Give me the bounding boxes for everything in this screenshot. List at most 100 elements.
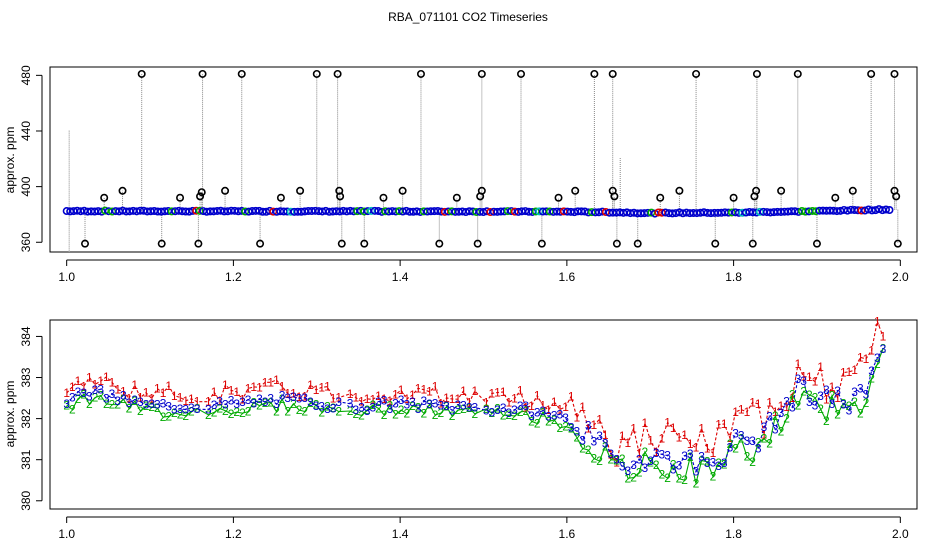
series-2-marker: 2 (517, 405, 524, 419)
series-3-marker: 3 (182, 403, 189, 417)
series-1-marker: 1 (369, 392, 376, 406)
bottom-y-tick-label: 384 (19, 326, 33, 346)
series-3-marker: 3 (245, 393, 252, 407)
bottom-x-tick-label: 1.8 (725, 527, 742, 540)
series-3-marker: 3 (466, 401, 473, 415)
top-plot-frame (49, 66, 918, 253)
series-1-marker: 1 (772, 405, 779, 419)
series-2-marker: 2 (710, 469, 717, 483)
series-3-marker: 3 (568, 421, 575, 435)
series-3-marker: 3 (755, 441, 762, 455)
series-1-marker: 1 (103, 370, 110, 384)
series-2-marker: 2 (273, 405, 280, 419)
bottom-x-axis: 1.0 1.2 1.4 1.6 1.8 2.0 (58, 516, 909, 540)
series-2-marker: 2 (585, 443, 592, 457)
series-1-marker: 1 (449, 392, 456, 406)
series-2-marker: 2 (591, 451, 598, 465)
series-1-marker: 1 (568, 389, 575, 403)
series-2-marker: 2 (307, 396, 314, 410)
bottom-plot-frame (49, 319, 918, 510)
series-1-marker: 1 (386, 394, 393, 408)
series-1-marker: 1 (262, 375, 269, 389)
baseline-point (881, 205, 890, 214)
bottom-y-tick-label: 382 (19, 408, 33, 428)
series-3-marker: 3 (494, 403, 501, 417)
series-3-marker: 3 (789, 400, 796, 414)
series-3-marker: 3 (256, 392, 263, 406)
series-3-marker: 3 (511, 403, 518, 417)
series-3-marker: 3 (557, 407, 564, 421)
series-2-marker: 2 (868, 372, 875, 386)
top-y-tick-label: 440 (19, 121, 33, 141)
series-1-marker: 1 (267, 375, 274, 389)
series-2-marker: 2 (216, 401, 223, 415)
series-1-marker: 1 (500, 385, 507, 399)
series-1-marker: 1 (602, 428, 609, 442)
outlier-mid-point (176, 193, 185, 202)
series-3-marker: 3 (313, 399, 320, 413)
series-3-marker: 3 (375, 395, 382, 409)
outlier-low-point (633, 239, 642, 248)
series-2-marker: 2 (103, 397, 110, 411)
series-3-marker: 3 (160, 396, 167, 410)
top-x-tick-label: 1.4 (392, 270, 409, 284)
series-2-marker: 2 (534, 417, 541, 431)
top-y-tick-label: 400 (19, 176, 33, 196)
series-1-marker: 1 (250, 380, 257, 394)
series-3-marker: 3 (460, 398, 467, 412)
outlier-low-point (157, 239, 166, 248)
series-3-marker: 3 (194, 402, 201, 416)
series-1-marker: 1 (625, 436, 632, 450)
series-2-marker: 2 (857, 407, 864, 421)
series-2-marker: 2 (812, 390, 819, 404)
series-1-marker: 1 (749, 395, 756, 409)
series-2-marker: 2 (403, 407, 410, 421)
series-2-marker: 2 (222, 404, 229, 418)
series-3-marker: 3 (228, 393, 235, 407)
series-1-marker: 1 (812, 375, 819, 389)
outlier-mid-point (610, 192, 619, 201)
series-3-marker: 3 (131, 393, 138, 407)
outlier-high-point (312, 69, 321, 78)
series-3-marker: 3 (846, 403, 853, 417)
series-2-marker: 2 (228, 407, 235, 421)
series-1-marker: 1 (557, 402, 564, 416)
series-2-marker: 2 (165, 409, 172, 423)
series-2-marker: 2 (608, 453, 615, 467)
series-2-marker: 2 (324, 400, 331, 414)
series-2-marker: 2 (613, 453, 620, 467)
series-3-marker: 3 (301, 391, 308, 405)
series-2-marker: 2 (789, 387, 796, 401)
series-3-marker: 3 (698, 449, 705, 463)
series-2-marker: 2 (188, 404, 195, 418)
series-1-marker: 1 (738, 403, 745, 417)
series-3-marker: 3 (290, 390, 297, 404)
series-2-marker: 2 (109, 398, 116, 412)
series-3-marker: 3 (545, 409, 552, 423)
series-1-marker: 1 (415, 381, 422, 395)
series-3-marker: 3 (642, 461, 649, 475)
series-1-marker: 1 (800, 370, 807, 384)
series-1-marker: 1 (534, 389, 541, 403)
series-1-marker: 1 (676, 431, 683, 445)
series-2-marker: 2 (279, 392, 286, 406)
series-1-marker: 1 (778, 399, 785, 413)
series-1-marker: 1 (732, 405, 739, 419)
series-2-marker: 2 (568, 421, 575, 435)
series-2-marker: 2 (676, 472, 683, 486)
outlier-low-point (893, 239, 902, 248)
series-1-marker: 1 (63, 386, 70, 400)
outlier-high-point (137, 69, 146, 78)
series-2-marker: 2 (846, 399, 853, 413)
series-2-marker: 2 (420, 406, 427, 420)
series-2-marker: 2 (704, 455, 711, 469)
series-1-marker: 1 (216, 394, 223, 408)
series-3-marker: 3 (772, 422, 779, 436)
series-2-marker: 2 (330, 401, 337, 415)
series-1-marker: 1 (681, 428, 688, 442)
series-1-marker: 1 (296, 390, 303, 404)
series-3-marker: 3 (528, 409, 535, 423)
outlier-mid-point (571, 186, 580, 195)
